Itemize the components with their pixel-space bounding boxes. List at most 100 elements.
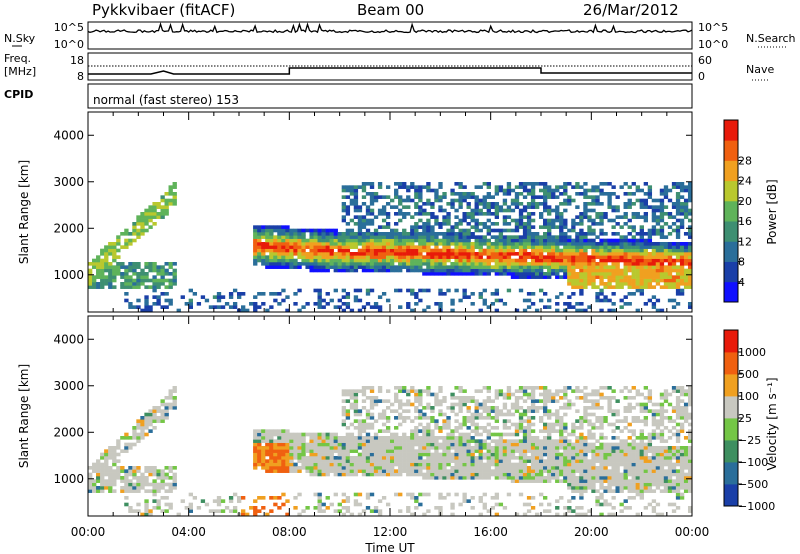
heatmap-cell bbox=[168, 298, 173, 303]
heatmap-cell bbox=[619, 489, 624, 493]
heatmap-cell bbox=[269, 258, 274, 263]
heatmap-cell bbox=[402, 462, 407, 467]
heatmap-cell bbox=[619, 238, 624, 243]
heatmap-cell bbox=[591, 442, 596, 447]
heatmap-cell bbox=[583, 456, 588, 460]
heatmap-cell bbox=[100, 469, 105, 473]
heatmap-cell bbox=[591, 402, 596, 407]
heatmap-cell bbox=[506, 192, 512, 196]
heatmap-cell bbox=[563, 225, 568, 229]
heatmap-cell bbox=[426, 476, 431, 480]
heatmap-cell bbox=[675, 245, 681, 249]
heatmap-cell bbox=[567, 479, 572, 483]
heatmap-cell bbox=[100, 258, 105, 263]
heatmap-cell bbox=[285, 436, 290, 440]
heatmap-cell bbox=[253, 466, 258, 470]
heatmap-cell bbox=[434, 215, 439, 219]
heatmap-cell bbox=[482, 452, 487, 457]
heatmap-cell bbox=[454, 469, 459, 473]
heatmap-cell bbox=[321, 248, 326, 253]
heatmap-cell bbox=[635, 255, 640, 259]
heatmap-cell bbox=[575, 182, 580, 186]
heatmap-cell bbox=[599, 282, 604, 286]
heatmap-cell bbox=[430, 228, 435, 233]
heatmap-cell bbox=[607, 255, 612, 259]
heatmap-cell bbox=[587, 265, 592, 269]
heatmap-cell bbox=[627, 406, 632, 410]
heatmap-cell bbox=[579, 185, 584, 189]
heatmap-cell bbox=[269, 456, 274, 460]
heatmap-cell bbox=[555, 238, 560, 243]
heatmap-cell bbox=[518, 245, 524, 249]
heatmap-cell bbox=[398, 436, 403, 440]
heatmap-cell bbox=[575, 489, 580, 493]
heatmap-cell bbox=[406, 402, 411, 407]
heatmap-cell bbox=[538, 188, 544, 193]
heatmap-cell bbox=[478, 446, 483, 450]
heatmap-cell bbox=[426, 386, 431, 390]
heatmap-cell bbox=[301, 449, 306, 453]
heatmap-cell bbox=[257, 436, 262, 440]
heatmap-cell bbox=[317, 238, 322, 243]
heatmap-cell bbox=[514, 472, 520, 477]
heatmap-cell bbox=[458, 205, 463, 209]
heatmap-cell bbox=[120, 282, 125, 286]
heatmap-cell bbox=[285, 452, 290, 457]
heatmap-cell bbox=[659, 308, 665, 313]
heatmap-cell bbox=[623, 278, 628, 283]
heatmap-cell bbox=[265, 258, 270, 263]
heatmap-cell bbox=[96, 462, 101, 467]
heatmap-cell bbox=[269, 432, 274, 437]
heatmap-cell bbox=[575, 235, 580, 239]
heatmap-cell bbox=[337, 265, 342, 269]
heatmap-cell bbox=[176, 308, 181, 313]
heatmap-cell bbox=[88, 282, 93, 286]
heatmap-cell bbox=[357, 446, 363, 450]
heatmap-cell bbox=[426, 188, 431, 193]
heatmap-cell bbox=[647, 282, 653, 286]
heatmap-cell bbox=[402, 205, 407, 209]
heatmap-cell bbox=[627, 402, 632, 407]
heatmap-cell bbox=[635, 262, 640, 266]
heatmap-cell bbox=[108, 265, 113, 269]
heatmap-cell bbox=[381, 212, 387, 216]
heatmap-cell bbox=[216, 305, 222, 309]
heatmap-cell bbox=[563, 472, 568, 477]
heatmap-cell bbox=[377, 472, 383, 477]
heatmap-cell bbox=[414, 406, 419, 410]
heatmap-cell bbox=[381, 225, 387, 229]
heatmap-cell bbox=[317, 232, 322, 236]
heatmap-cell bbox=[390, 238, 395, 243]
heatmap-cell bbox=[450, 262, 455, 266]
heatmap-cell bbox=[547, 426, 552, 430]
heatmap-cell bbox=[124, 502, 129, 507]
heatmap-cell bbox=[526, 422, 532, 427]
heatmap-cell bbox=[559, 275, 564, 279]
heatmap-cell bbox=[559, 185, 564, 189]
heatmap-cell bbox=[687, 192, 693, 196]
heatmap-cell bbox=[414, 409, 419, 413]
heatmap-cell bbox=[522, 462, 528, 467]
heatmap-cell bbox=[160, 509, 165, 513]
heatmap-cell bbox=[599, 426, 604, 430]
heatmap-cell bbox=[502, 248, 508, 253]
heatmap-cell bbox=[446, 462, 451, 467]
heatmap-cell bbox=[438, 426, 443, 430]
heatmap-cell bbox=[148, 262, 153, 266]
heatmap-cell bbox=[526, 392, 532, 397]
heatmap-cell bbox=[353, 242, 359, 246]
heatmap-cell bbox=[128, 268, 133, 273]
heatmap-cell bbox=[124, 446, 129, 450]
heatmap-cell bbox=[466, 265, 471, 269]
heatmap-cell bbox=[510, 242, 516, 246]
heatmap-cell bbox=[530, 392, 536, 397]
heatmap-cell bbox=[144, 302, 149, 306]
heatmap-cell bbox=[559, 446, 564, 450]
heatmap-cell bbox=[559, 265, 564, 269]
heatmap-cell bbox=[430, 452, 435, 457]
heatmap-cell bbox=[454, 419, 459, 423]
heatmap-cell bbox=[563, 389, 568, 393]
heatmap-cell bbox=[575, 232, 580, 236]
heatmap-cell bbox=[406, 238, 411, 243]
heatmap-cell bbox=[450, 396, 455, 400]
